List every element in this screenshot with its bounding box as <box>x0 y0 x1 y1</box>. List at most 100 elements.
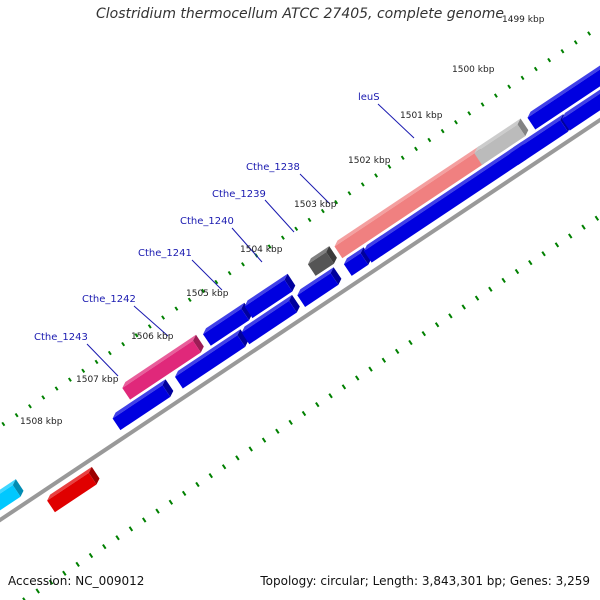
outer-tick-mark <box>181 490 187 497</box>
outer-tick-mark <box>488 286 493 292</box>
kbp-label: 1502 kbp <box>348 156 391 166</box>
gene-red[interactable] <box>47 466 100 513</box>
inner-tick-mark <box>134 333 139 338</box>
gene-label[interactable]: Cthe_1239 <box>212 189 266 200</box>
gene-cthe-1240[interactable] <box>297 267 342 307</box>
outer-tick-mark <box>168 499 174 505</box>
leader-line <box>377 103 415 139</box>
kbp-label: 1505 kbp <box>186 289 229 299</box>
inner-tick-mark <box>201 288 205 294</box>
gene-blue-outer-a[interactable] <box>203 302 253 346</box>
inner-tick-mark <box>374 173 379 178</box>
inner-tick-mark <box>294 226 299 232</box>
gene-label[interactable]: Cthe_1241 <box>138 248 192 259</box>
leader-line <box>86 343 119 377</box>
leader-line <box>299 173 331 205</box>
leader-line <box>264 199 295 233</box>
kbp-label: 1499 kbp <box>502 15 545 25</box>
inner-tick-mark <box>440 128 445 134</box>
inner-tick-mark <box>241 262 245 267</box>
outer-tick-mark <box>368 366 373 372</box>
outer-tick-mark <box>528 259 533 266</box>
gene-label[interactable]: Cthe_1240 <box>180 216 234 227</box>
gene-cthe-1239[interactable] <box>343 247 372 276</box>
inner-tick-mark <box>414 146 418 152</box>
inner-tick-mark <box>67 377 72 382</box>
inner-tick-mark <box>400 155 405 160</box>
inner-tick-mark <box>320 208 325 214</box>
kbp-label: 1508 kbp <box>20 417 63 427</box>
outer-tick-mark <box>448 313 453 319</box>
outer-tick-mark <box>355 375 360 381</box>
outer-tick-mark <box>394 348 400 355</box>
outer-tick-mark <box>128 526 134 532</box>
outer-tick-mark <box>115 535 120 541</box>
genome-summary: Topology: circular; Length: 3,843,301 bp… <box>260 574 590 588</box>
kbp-label: 1504 kbp <box>240 245 283 255</box>
inner-tick-mark <box>107 350 112 356</box>
gene-cthe-1242[interactable] <box>175 329 249 389</box>
outer-tick-mark <box>568 233 573 239</box>
leader-line <box>231 227 263 263</box>
inner-tick-mark <box>81 368 86 374</box>
inner-tick-mark <box>507 84 512 89</box>
outer-tick-mark <box>221 464 227 470</box>
kbp-label: 1501 kbp <box>400 111 443 121</box>
inner-tick-mark <box>280 235 285 240</box>
inner-tick-mark <box>1 421 6 427</box>
inner-tick-mark <box>147 324 152 329</box>
gene-cyan[interactable] <box>0 479 24 519</box>
inner-tick-mark <box>28 404 32 409</box>
outer-tick-mark <box>288 419 293 426</box>
outer-tick-mark <box>275 428 280 434</box>
leader-line <box>191 259 223 291</box>
kbp-labels: 1499 kbp 1500 kbp 1501 kbp 1502 kbp 1503 kbp… <box>20 15 545 427</box>
inner-tick-mark <box>560 49 565 54</box>
outer-tick-mark <box>301 410 307 417</box>
outer-tick-mark <box>328 393 333 399</box>
inner-tick-mark <box>587 31 592 36</box>
gene-blue-outer-b[interactable] <box>244 273 296 319</box>
gene-right-outer[interactable] <box>527 58 600 130</box>
outer-tick-mark <box>315 401 320 408</box>
gene-label[interactable]: Cthe_1238 <box>246 162 300 173</box>
inner-tick-mark <box>520 75 525 81</box>
inner-tick-mark <box>267 244 272 249</box>
inner-tick-mark <box>427 137 432 143</box>
kbp-label: 1507 kbp <box>76 375 119 385</box>
inner-tick-mark <box>467 111 472 116</box>
outer-tick-mark <box>88 552 94 559</box>
gene-label[interactable]: Cthe_1242 <box>82 294 136 305</box>
outer-tick-mark <box>421 330 427 337</box>
gene-light-gray[interactable] <box>474 118 529 166</box>
inner-tick-mark <box>174 306 179 311</box>
outer-tick-mark <box>235 455 240 461</box>
outer-tick-mark <box>142 517 147 523</box>
outer-tick-mark <box>62 570 67 576</box>
gene-label[interactable]: Cthe_1243 <box>34 332 88 343</box>
gene-dark-gray[interactable] <box>307 246 337 276</box>
inner-tick-mark <box>347 191 352 196</box>
gene-label[interactable]: leuS <box>358 92 380 103</box>
outer-tick-mark <box>35 588 40 594</box>
inner-tick-mark <box>454 120 458 125</box>
leader-line <box>133 305 169 337</box>
inner-tick-mark <box>227 270 232 276</box>
outer-tick-mark <box>594 215 600 221</box>
outer-tick-mark <box>341 384 347 390</box>
genome-backbone <box>0 117 600 523</box>
kbp-label: 1503 kbp <box>294 200 337 210</box>
inner-tick-mark <box>54 386 59 391</box>
gene-cthe-1243[interactable] <box>112 379 174 431</box>
inner-tick-mark <box>387 164 392 169</box>
gene-cthe-1241[interactable] <box>241 294 300 345</box>
gene-right-inner-2[interactable] <box>561 74 600 131</box>
outer-tick-mark <box>501 277 506 284</box>
inner-tick-mark <box>121 341 126 347</box>
kbp-label: 1500 kbp <box>452 65 495 75</box>
kbp-label: 1506 kbp <box>131 332 174 342</box>
inner-tick-mark <box>187 297 192 303</box>
inner-tick-mark <box>214 279 219 285</box>
gene-magenta[interactable] <box>122 334 204 400</box>
